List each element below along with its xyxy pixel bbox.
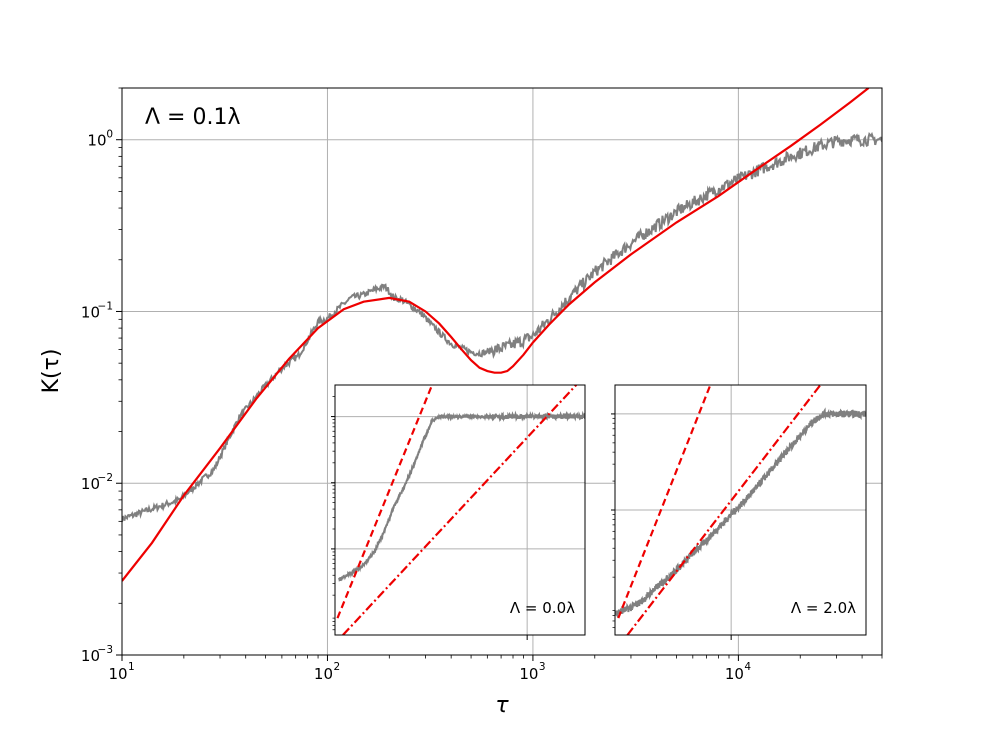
y-tick-exponent: −1: [98, 300, 113, 312]
inset-plot-lambda-0: Λ = 0.0λ: [331, 384, 586, 640]
main-annotation: Λ = 0.1λ: [145, 105, 240, 130]
x-tick-label: 10: [725, 665, 744, 683]
x-tick-exponent: 1: [128, 661, 135, 673]
x-tick-label: 10: [519, 665, 538, 683]
x-tick-label: 10: [314, 665, 333, 683]
series-line-0-solid: [615, 407, 866, 619]
inset-2-series-group: [615, 385, 866, 635]
inset-2-annotation: Λ = 2.0λ: [791, 599, 856, 617]
y-tick-label: 10: [81, 303, 100, 321]
series-line-0-solid: [338, 410, 585, 582]
inset-1-annotation: Λ = 0.0λ: [510, 599, 575, 617]
inset-1-frame: [334, 384, 586, 636]
inset-1-series-group: [336, 385, 585, 635]
x-tick-exponent: 2: [333, 661, 340, 673]
y-tick-exponent: 0: [106, 129, 113, 141]
series-line-1-dashed: [336, 385, 434, 619]
y-axis-label: K(τ): [39, 349, 64, 394]
x-tick-label: 10: [108, 665, 127, 683]
series-line-1-solid: [122, 88, 870, 582]
y-tick-label: 10: [81, 475, 100, 493]
y-tick-label: 10: [87, 132, 106, 150]
y-tick-label: 10: [81, 647, 100, 665]
x-axis-label: τ: [495, 693, 509, 718]
series-line-2-dashdot: [342, 385, 578, 635]
inset-1-ticks: [331, 396, 528, 640]
x-tick-exponent: 3: [539, 661, 546, 673]
series-line-2-dashdot: [626, 385, 822, 635]
main-plot-frame: [121, 87, 883, 656]
x-tick-exponent: 4: [744, 661, 751, 673]
main-series-group: [122, 88, 882, 582]
y-tick-exponent: −3: [98, 644, 113, 656]
inset-plot-lambda-2: Λ = 2.0λ: [611, 384, 867, 640]
y-tick-exponent: −2: [98, 472, 113, 484]
series-line-1-dashed: [617, 385, 712, 619]
inset-2-ticks: [611, 413, 732, 640]
